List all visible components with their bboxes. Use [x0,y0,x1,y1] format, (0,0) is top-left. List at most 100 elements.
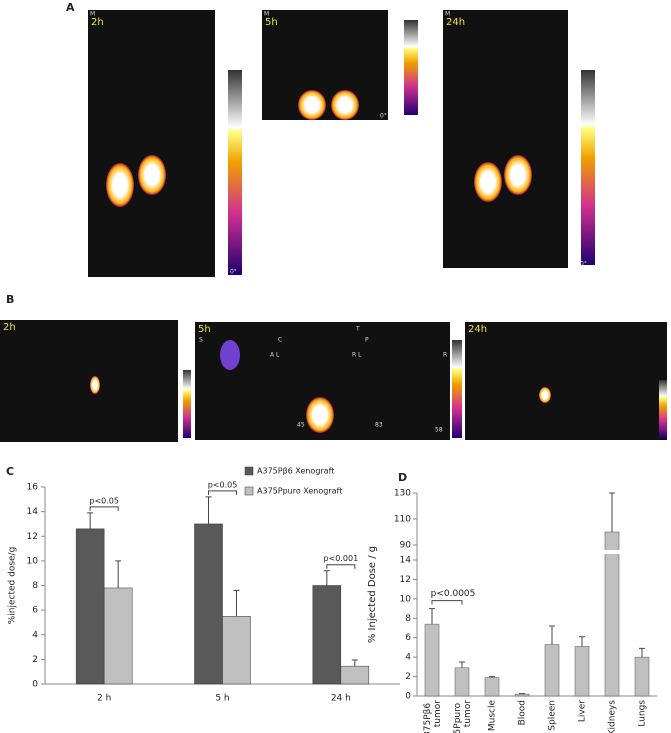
bar [484,677,500,697]
y-tick-label: 90 [400,541,412,551]
charts: 0 2 4 6 8 10 12 14 16 %injected dose/g 2 h p<0.05 5 … [8,466,657,733]
significance-bracket [89,506,119,511]
x-tick-label: Lungs [638,700,648,727]
error-bar [459,661,465,668]
color-scale [659,380,667,438]
scan-image [0,320,178,442]
time-label: 24h [468,324,487,335]
time-label: 5h [198,324,211,335]
orientation-label: C [278,337,282,344]
x-tick-label: Liver [578,700,588,722]
y-tick-label: 8 [405,614,411,624]
panel-label: C [6,465,14,478]
y-tick-label: 14 [27,507,39,517]
orientation-label: S [199,337,203,344]
orientation-label: P [365,337,369,344]
x-tick-label: 5 h [215,694,229,704]
bar [544,644,560,697]
panel-label: B [6,293,14,306]
kidney-signal [306,397,334,433]
y-tick-label: 8 [32,581,38,591]
x-tick-label: A375Pβ6 tumor [423,700,443,733]
annotation: p<0.001 [323,554,358,563]
axis-break [604,550,620,554]
scale-label: 0° [380,113,387,120]
panel-label: D [398,471,407,484]
bar [103,587,133,685]
tumor-signal [220,340,240,370]
time-label: 24h [446,17,465,28]
orientation-label: M [445,11,450,18]
error-bar [639,647,645,658]
x-tick-label: 2 h [97,694,111,704]
kidney-signal [138,155,166,195]
legend-swatch [244,466,254,476]
scan-image [443,10,568,268]
y-tick-label: 0 [32,680,38,690]
scan-image [88,10,215,277]
error-bar [351,659,358,667]
y-tick-label: 10 [27,556,39,566]
scale-label: 0° [580,261,587,268]
annotation: p<0.0005 [431,589,476,599]
color-scale [404,20,418,115]
y-tick-label: 110 [394,515,411,525]
color-scale [581,70,595,265]
orientation-label: R L [352,352,362,359]
annotation: p<0.05 [208,480,238,489]
panel-label: A [66,1,75,14]
orientation-label: 58 [435,427,443,434]
error-bar [233,589,240,617]
error-bar [115,560,122,588]
kidney-signal [474,162,502,202]
color-scale [228,70,242,275]
bar [312,585,342,685]
bar [514,693,530,697]
bar [574,646,590,697]
bar [424,623,440,697]
bar [194,523,223,685]
error-bar [609,492,615,532]
y-tick-label: 4 [32,630,38,640]
orientation-label: M [264,11,269,18]
bar [75,528,105,685]
y-axis-label: %injected dose/g [8,547,18,625]
orientation-label: A L [270,352,280,359]
x-tick-label: Blood [518,700,528,725]
error-bar [323,570,330,586]
kidney-signal [90,376,100,394]
error-bar [429,608,435,625]
error-bar [87,512,94,529]
bar [454,667,470,697]
kidney-signal [539,387,551,403]
panel-a: A B C D [6,1,595,484]
y-tick-label: 6 [32,606,38,616]
significance-bracket [208,490,237,495]
bar [222,616,251,685]
kidney-signal [331,90,359,120]
time-label: 2h [91,17,104,28]
y-tick-label: 12 [27,532,38,542]
time-label: 5h [265,17,278,28]
y-tick-label: 6 [405,633,411,643]
orientation-label: 45 [297,422,305,429]
kidney-signal [298,90,326,120]
x-tick-label: Muscle [488,700,498,732]
x-tick-label: 24 h [331,694,351,704]
y-axis-label: % Injected Dose / g [367,546,378,643]
scale-label: 0° [230,269,237,276]
error-bar [579,636,585,647]
y-tick-label: 130 [394,489,411,499]
kidney-signal [504,155,532,195]
bar [340,665,370,685]
orientation-label: T [355,326,360,333]
y-tick-label: 4 [405,653,411,663]
significance-bracket [431,600,463,605]
y-tick-label: 12 [400,575,411,585]
legend-swatch [244,486,254,496]
annotation: p<0.05 [89,496,119,505]
color-scale [183,370,191,438]
y-tick-label: 16 [27,483,39,493]
legend-label: A375Pβ6 Xenograft [257,467,334,476]
